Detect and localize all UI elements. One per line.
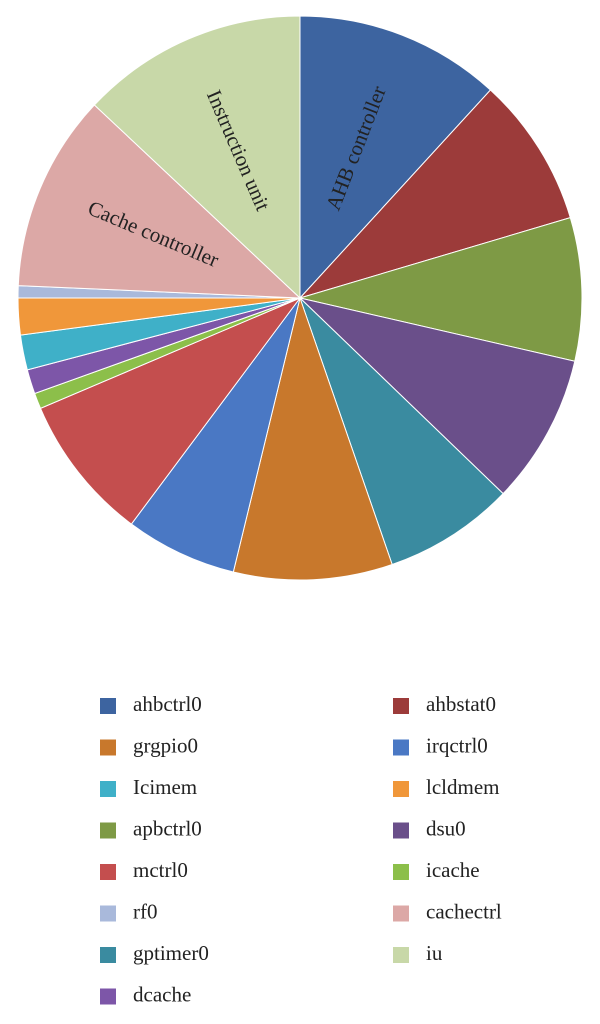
- legend-label: cachectrl: [426, 899, 502, 923]
- legend-label: icache: [426, 858, 480, 882]
- legend-swatch: [100, 988, 116, 1005]
- pie-slice: [298, 297, 576, 495]
- pie-slice: [299, 15, 492, 300]
- legend-label: mctrl0: [133, 858, 188, 882]
- legend-label: dsu0: [426, 816, 466, 840]
- legend-swatch: [393, 739, 409, 756]
- legend-swatch: [393, 781, 409, 797]
- pie-slice: [298, 217, 583, 362]
- pie-slice: [232, 296, 393, 581]
- legend-swatch: [100, 905, 116, 922]
- pie-slice: [93, 15, 301, 300]
- pie-slice: [17, 104, 302, 299]
- legend-swatch: [100, 822, 116, 839]
- pie-slice: [299, 297, 504, 566]
- legend-swatch: [393, 947, 409, 963]
- pie-slice: [130, 297, 301, 573]
- legend-swatch: [393, 822, 409, 839]
- legend-swatch: [100, 781, 116, 797]
- legend-swatch: [393, 905, 409, 922]
- legend-label: grgpio0: [133, 733, 198, 757]
- legend-label: ahbctrl0: [133, 692, 202, 716]
- pie-slice: [39, 296, 302, 525]
- legend-label: rf0: [133, 899, 158, 923]
- legend-swatch: [393, 864, 409, 880]
- legend-swatch: [100, 739, 116, 756]
- legend-label: ahbstat0: [426, 692, 496, 716]
- legend-label: Icimem: [133, 775, 197, 799]
- legend-swatch: [100, 947, 116, 963]
- pie-slice: [298, 89, 571, 299]
- legend-label: gptimer0: [133, 941, 209, 965]
- legend-swatch: [393, 698, 409, 714]
- legend-swatch: [100, 864, 116, 880]
- legend-label: apbctrl0: [133, 816, 202, 840]
- legend-label: lcldmem: [426, 775, 499, 799]
- legend-swatch: [100, 698, 116, 714]
- legend-label: iu: [426, 941, 443, 965]
- legend-label: dcache: [133, 982, 191, 1006]
- legend-label: irqctrl0: [426, 733, 488, 757]
